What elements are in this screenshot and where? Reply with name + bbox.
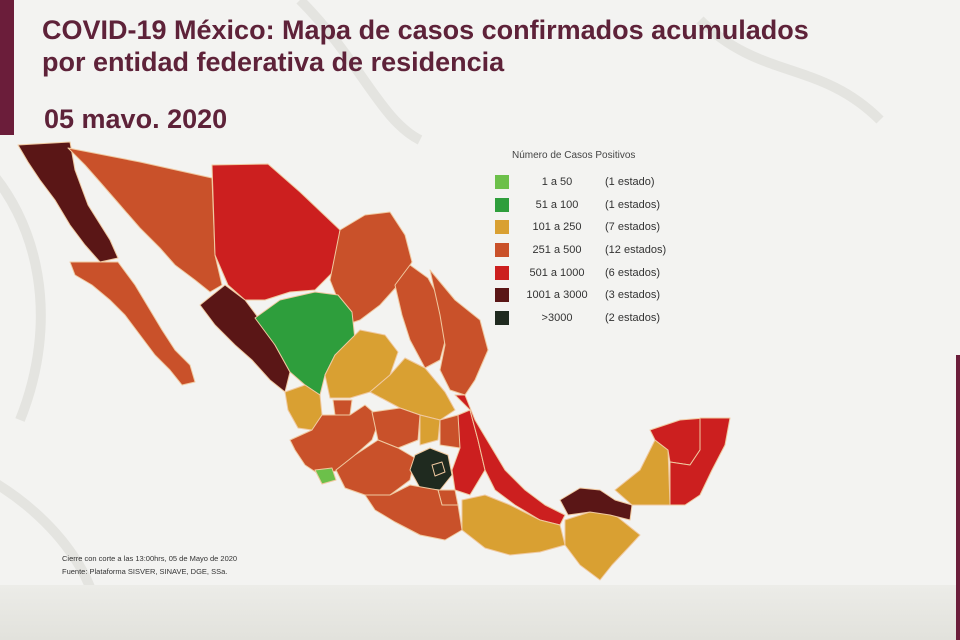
- state-veracruz: [454, 394, 566, 526]
- legend-item: 1 a 50 (1 estado): [495, 171, 666, 194]
- legend-title: Número de Casos Positivos: [512, 150, 636, 161]
- legend-swatch: [495, 197, 509, 212]
- brand-bar-left: [0, 0, 14, 135]
- state-aguascalientes: [332, 399, 353, 416]
- legend-item: 251 a 500 (12 estados): [495, 239, 666, 262]
- footnote: Cierre con corte a las 13:00hrs, 05 de M…: [62, 552, 237, 578]
- legend-item: 501 a 1000 (6 estados): [495, 261, 666, 284]
- legend-swatch: [495, 243, 509, 258]
- footnote-cutoff: Cierre con corte a las 13:00hrs, 05 de M…: [62, 554, 238, 563]
- legend-count: (6 estados): [605, 266, 661, 279]
- legend-count: (1 estado): [605, 176, 655, 189]
- legend-range: 251 a 500: [532, 244, 582, 257]
- state-baja-california-sur: [69, 261, 196, 386]
- brand-bar-right: [956, 355, 960, 640]
- legend-count: (2 estados): [605, 311, 661, 324]
- state-quintana-roo: [669, 417, 731, 506]
- legend-range: 1001 a 3000: [526, 289, 588, 302]
- legend-swatch: [495, 175, 509, 190]
- map-legend: Número de Casos Positivos 1 a 50 (1 esta…: [495, 150, 666, 329]
- state-chihuahua: [211, 163, 341, 301]
- state-queretaro: [419, 414, 441, 446]
- legend-count: (3 estados): [605, 289, 661, 302]
- legend-count: (7 estados): [605, 221, 661, 234]
- footer-band: [0, 585, 960, 640]
- state-chiapas: [564, 511, 641, 581]
- title-line-2: por entidad federativa de residencia: [42, 47, 505, 77]
- state-colima: [314, 467, 337, 485]
- legend-range: 501 a 1000: [529, 266, 585, 279]
- legend-count: (12 estados): [605, 244, 667, 257]
- legend-swatch: [495, 265, 509, 280]
- legend-swatch: [495, 288, 509, 303]
- report-date: 05 mavo. 2020: [44, 104, 228, 134]
- footnote-source: Fuente: Plataforma SISVER, SINAVE, DGE, …: [62, 567, 228, 576]
- state-tabasco: [559, 487, 633, 521]
- state-zacatecas: [324, 329, 399, 399]
- state-guerrero: [364, 484, 463, 541]
- legend-item: 1001 a 3000 (3 estados): [495, 284, 666, 307]
- legend-item: 101 a 250 (7 estados): [495, 216, 666, 239]
- legend-item: >3000 (2 estados): [495, 307, 666, 330]
- legend-range: >3000: [541, 311, 573, 324]
- page-title: COVID-19 México: Mapa de casos confirmad…: [42, 14, 809, 78]
- legend-range: 51 a 100: [535, 198, 579, 211]
- legend-swatch: [495, 310, 509, 325]
- title-line-1: COVID-19 México: Mapa de casos confirmad…: [42, 15, 809, 45]
- legend-range: 1 a 50: [541, 176, 573, 189]
- legend-swatch: [495, 220, 509, 235]
- state-cdmx: [431, 461, 446, 477]
- state-campeche: [614, 439, 671, 506]
- legend-item: 51 a 100 (1 estados): [495, 194, 666, 217]
- legend-count: (1 estados): [605, 198, 661, 211]
- state-sinaloa: [199, 284, 291, 393]
- legend-range: 101 a 250: [532, 221, 582, 234]
- state-estado-de-mexico: [409, 447, 453, 491]
